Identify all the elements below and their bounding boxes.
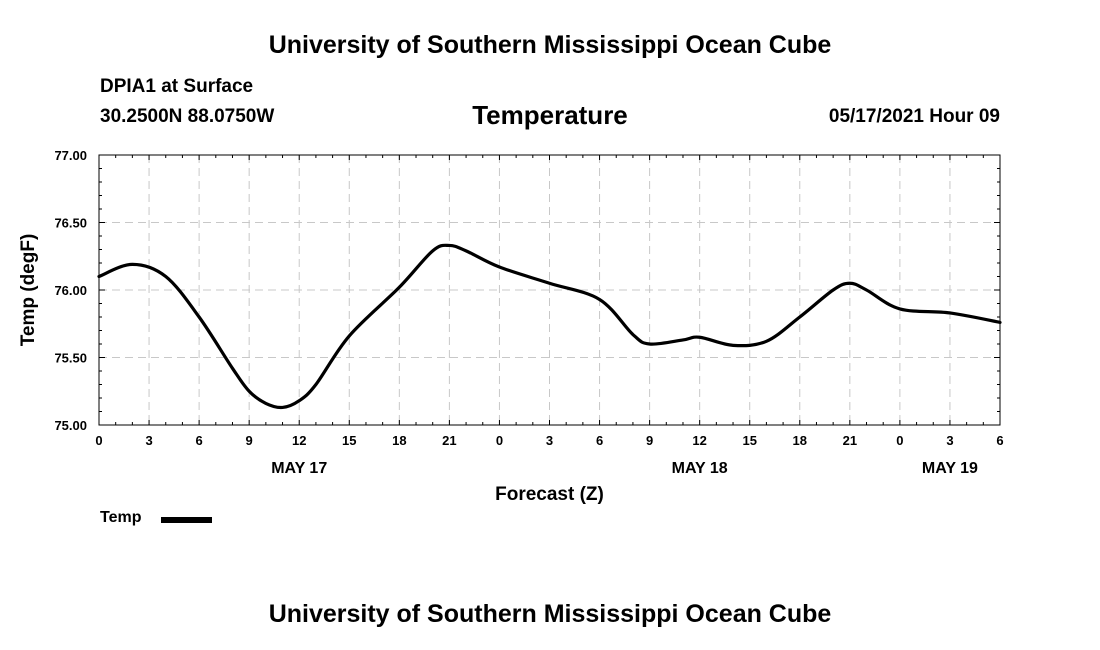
date-label: MAY 18 — [672, 460, 728, 477]
x-tick-label: 6 — [996, 433, 1003, 448]
y-axis-label: Temp (degF) — [18, 234, 39, 347]
y-tick-label: 77.00 — [54, 148, 87, 163]
y-tick-label: 75.50 — [54, 351, 87, 366]
legend-swatch — [161, 517, 212, 523]
y-tick-label: 76.00 — [54, 283, 87, 298]
coordinates-label: 30.2500N 88.0750W — [100, 106, 275, 127]
x-tick-label: 0 — [496, 433, 503, 448]
date-label: MAY 19 — [922, 460, 978, 477]
plot-frame — [98, 154, 1001, 426]
x-tick-label: 3 — [546, 433, 553, 448]
x-tick-label: 21 — [843, 433, 857, 448]
x-tick-label: 12 — [292, 433, 306, 448]
x-tick-label: 6 — [596, 433, 603, 448]
x-tick-label: 9 — [646, 433, 653, 448]
x-tick-label: 3 — [145, 433, 152, 448]
issue-time-label: 05/17/2021 Hour 09 — [828, 106, 1000, 127]
station-label: DPIA1 at Surface — [100, 76, 254, 97]
date-label: MAY 17 — [271, 460, 327, 477]
footer-title: University of Southern Mississippi Ocean… — [268, 600, 832, 628]
x-tick-label: 3 — [946, 433, 953, 448]
x-tick-label: 15 — [742, 433, 756, 448]
x-tick-label: 21 — [442, 433, 456, 448]
x-tick-label: 9 — [246, 433, 253, 448]
x-tick-label: 12 — [692, 433, 706, 448]
x-tick-label: 0 — [896, 433, 903, 448]
x-axis-label: Forecast (Z) — [495, 484, 604, 505]
chart-title: Temperature — [472, 100, 628, 130]
main-title: University of Southern Mississippi Ocean… — [268, 31, 832, 59]
temp-series-line — [97, 243, 1002, 410]
y-tick-label: 75.00 — [54, 418, 87, 433]
x-tick-label: 18 — [793, 433, 807, 448]
x-tick-label: 15 — [342, 433, 356, 448]
y-tick-label: 76.50 — [54, 216, 87, 231]
x-tick-label: 0 — [95, 433, 102, 448]
x-tick-label: 18 — [392, 433, 406, 448]
legend-label: Temp — [100, 509, 142, 526]
x-tick-label: 6 — [195, 433, 202, 448]
